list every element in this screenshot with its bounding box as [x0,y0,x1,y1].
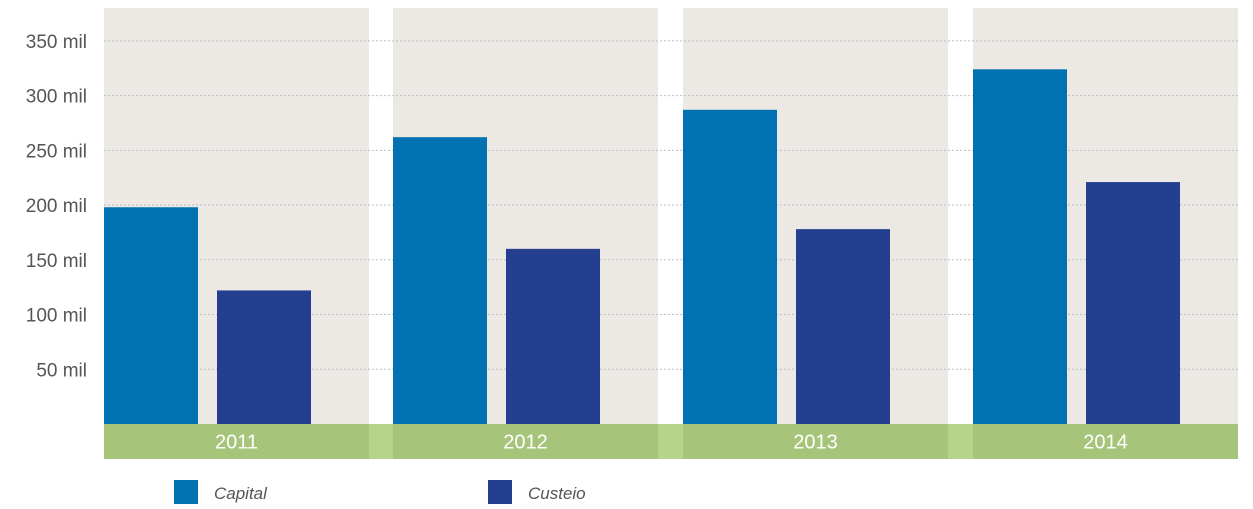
x-tick-label: 2014 [1083,432,1128,454]
legend: Capital Custeio [174,480,586,504]
y-tick-label: 250 mil [26,141,87,162]
bar-capital-2011 [104,207,198,424]
legend-label-custeio: Custeio [528,484,586,503]
y-tick-label: 200 mil [26,196,87,217]
x-tick-label: 2011 [215,432,258,454]
bars [104,69,1180,425]
bar-capital-2014 [973,69,1067,424]
category-band-2011 [104,424,369,459]
bar-capital-2013 [683,109,777,425]
category-band-2012 [393,424,658,459]
y-tick-label: 50 mil [36,360,87,381]
x-tick-label: 2013 [793,432,838,454]
category-band-2014 [973,424,1238,459]
y-tick-label: 100 mil [26,306,87,327]
y-tick-label: 150 mil [26,251,87,272]
legend-label-capital: Capital [214,484,268,503]
bar-capital-2012 [393,137,487,424]
category-band-2013 [683,424,948,459]
y-tick-label: 350 mil [26,32,87,53]
x-tick-label: 2012 [503,432,548,454]
y-axis: 50 mil 100 mil 150 mil 200 mil 250 mil 300 mi… [26,32,87,381]
category-band: 2011 2012 2013 2014 [104,424,1238,459]
bar-custeio-2013 [796,229,890,424]
bar-custeio-2012 [506,248,600,424]
legend-swatch-capital [174,480,198,504]
bar-custeio-2014 [1086,182,1180,424]
y-tick-label: 300 mil [26,87,87,108]
legend-swatch-custeio [488,480,512,504]
bar-custeio-2011 [217,290,311,424]
